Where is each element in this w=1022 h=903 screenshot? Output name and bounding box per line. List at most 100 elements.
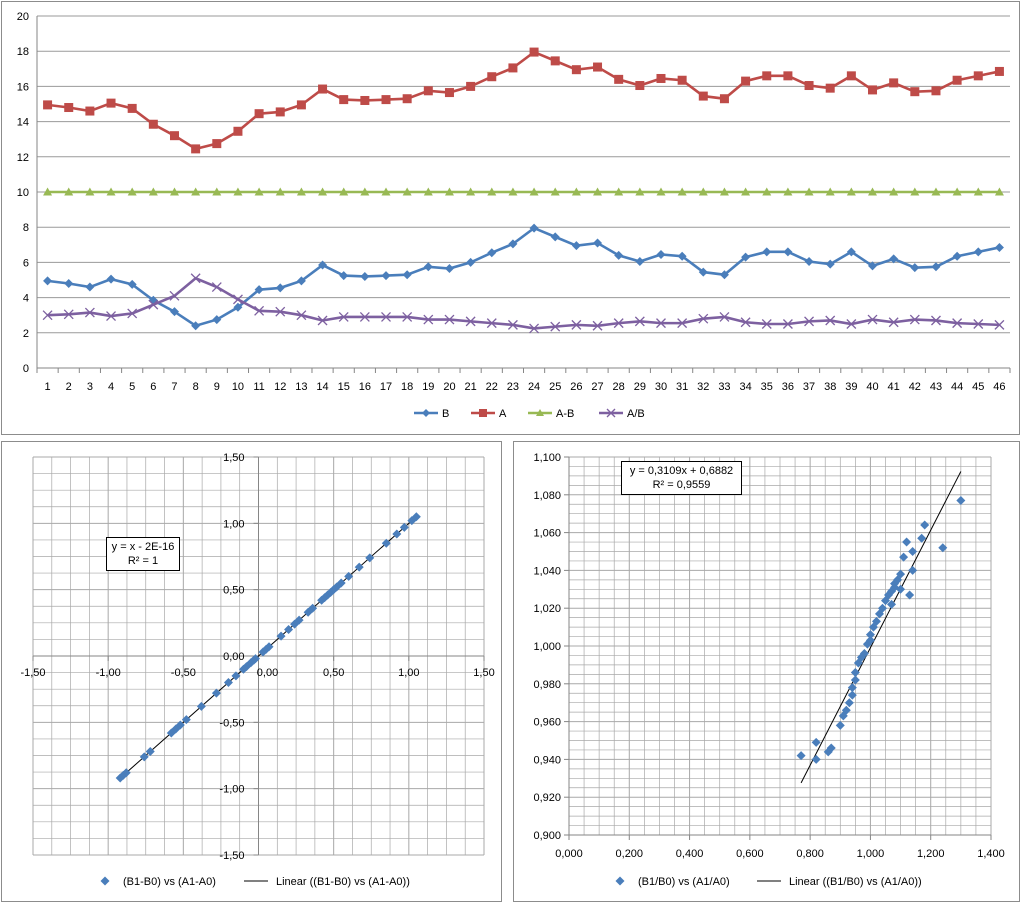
x-tick-label: 0,800: [796, 848, 824, 860]
x-tick-label: 45: [972, 381, 984, 393]
data-point: [320, 593, 330, 603]
x-tick-label: -0,50: [171, 667, 196, 679]
x-tick-label: 35: [761, 381, 773, 393]
data-point: [169, 131, 179, 141]
data-point: [529, 47, 539, 57]
data-point: [656, 187, 666, 196]
x-tick-label: 18: [401, 381, 413, 393]
data-point: [782, 319, 793, 329]
data-point: [846, 187, 856, 196]
data-point: [127, 279, 137, 289]
data-point: [359, 312, 370, 322]
data-point: [719, 312, 730, 322]
data-point: [127, 103, 137, 113]
legend-marker: [536, 409, 544, 416]
data-point: [550, 321, 561, 332]
data-point: [64, 187, 74, 196]
x-tick-label: 17: [380, 381, 392, 393]
data-point: [762, 71, 772, 81]
data-point: [211, 282, 222, 292]
data-point: [127, 187, 137, 196]
data-point: [487, 187, 497, 196]
y-tick-label: 0,940: [533, 754, 561, 766]
x-tick-label: 0,200: [616, 848, 644, 860]
data-point: [318, 260, 328, 270]
y-tick-label: 20: [17, 11, 29, 23]
x-tick-label: 0,600: [736, 848, 764, 860]
data-point: [318, 187, 328, 196]
data-point: [402, 187, 412, 196]
x-tick-label: 46: [993, 381, 1005, 393]
data-point: [444, 264, 454, 274]
data-point: [444, 314, 455, 325]
data-point: [106, 274, 116, 284]
data-point: [973, 247, 983, 257]
y-tick-label: 1,50: [223, 452, 244, 464]
data-point: [823, 747, 833, 757]
y-tick-label: -1,50: [219, 850, 244, 862]
data-point: [233, 302, 243, 312]
data-point: [231, 671, 241, 681]
data-point: [614, 250, 624, 260]
data-point: [196, 701, 206, 711]
data-point: [571, 65, 581, 75]
data-point: [677, 251, 687, 261]
data-point: [571, 187, 581, 196]
data-point: [593, 62, 603, 72]
data-point: [783, 247, 793, 257]
data-point: [444, 88, 454, 98]
y-tick-label: 16: [17, 81, 29, 93]
data-point: [719, 187, 729, 196]
y-tick-label: 12: [17, 152, 29, 164]
data-point: [148, 299, 159, 310]
data-point: [121, 768, 131, 778]
data-point: [850, 667, 860, 677]
y-tick-label: 0,900: [533, 830, 561, 842]
data-point: [85, 187, 95, 196]
data-point: [254, 109, 264, 119]
data-point: [994, 66, 1004, 76]
data-point: [336, 578, 346, 588]
data-point: [169, 187, 179, 196]
data-point: [42, 310, 53, 321]
data-point: [909, 314, 920, 325]
data-point: [908, 547, 918, 556]
data-point: [811, 737, 821, 747]
data-point: [614, 187, 624, 196]
data-point: [635, 257, 645, 267]
data-point: [825, 83, 835, 93]
data-point: [825, 315, 836, 326]
data-point: [877, 603, 887, 613]
data-point: [846, 319, 857, 329]
data-point: [867, 314, 878, 325]
data-point: [698, 91, 708, 101]
y-tick-label: 10: [17, 187, 29, 199]
data-point: [796, 751, 806, 761]
data-point: [466, 81, 476, 91]
data-point: [85, 282, 95, 292]
x-tick-label: 44: [951, 381, 963, 393]
data-point: [64, 279, 74, 289]
r-squared-label: R² = 1: [127, 555, 159, 567]
data-point: [896, 569, 906, 579]
data-point: [804, 257, 814, 267]
trendline: [800, 471, 962, 784]
data-point: [719, 94, 729, 104]
data-point: [365, 553, 375, 563]
x-tick-label: 22: [486, 381, 498, 393]
data-point: [804, 81, 814, 91]
x-tick-label: -1,50: [20, 667, 45, 679]
data-point: [762, 187, 772, 196]
x-tick-label: 0,00: [257, 667, 278, 679]
data-point: [931, 315, 941, 326]
data-point: [931, 86, 941, 96]
data-point: [43, 276, 53, 286]
data-point: [656, 249, 666, 259]
data-point: [508, 187, 518, 196]
data-point: [910, 187, 920, 196]
y-tick-label: 2: [23, 328, 29, 340]
data-point: [411, 512, 421, 522]
x-tick-label: 0,50: [323, 667, 344, 679]
y-tick-label: 1,00: [223, 518, 244, 530]
data-point: [169, 290, 180, 301]
